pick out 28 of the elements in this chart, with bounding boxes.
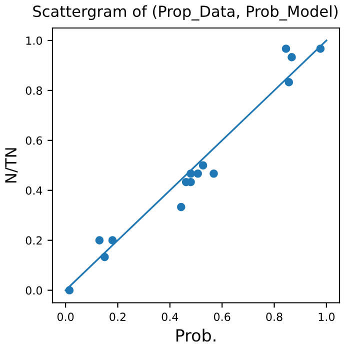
- point: [108, 236, 117, 244]
- y-tick-label: 0.0: [26, 286, 42, 295]
- x-tick-label: 0.4: [162, 312, 178, 322]
- y-tick-label: 0.4: [26, 186, 42, 195]
- y-tick-label: 1.0: [26, 36, 42, 45]
- y-tick-label: 0.8: [26, 86, 42, 95]
- x-axis-title: Prob.: [176, 328, 216, 342]
- point: [95, 236, 104, 244]
- point: [282, 44, 290, 53]
- point: [210, 169, 218, 178]
- x-tick-label: 1.0: [318, 312, 335, 322]
- point: [198, 161, 208, 170]
- y-tick-label: 0.2: [26, 236, 42, 245]
- y-axis-title: N/TN: [5, 148, 18, 183]
- point: [194, 169, 202, 178]
- chart-title: Scattergram of (Prop_Data, Prob_Model): [33, 5, 338, 20]
- point: [186, 169, 195, 178]
- y-tick-label: 0.6: [26, 136, 42, 145]
- point: [284, 78, 294, 86]
- x-tick-label: 0.6: [214, 312, 230, 322]
- point: [288, 53, 296, 62]
- point: [100, 252, 109, 262]
- x-tick-label: 0.8: [266, 312, 282, 322]
- point: [176, 202, 186, 212]
- point: [316, 44, 325, 53]
- x-tick-label: 0.2: [110, 312, 126, 322]
- point: [65, 286, 74, 294]
- x-tick-label: 0.0: [57, 312, 74, 322]
